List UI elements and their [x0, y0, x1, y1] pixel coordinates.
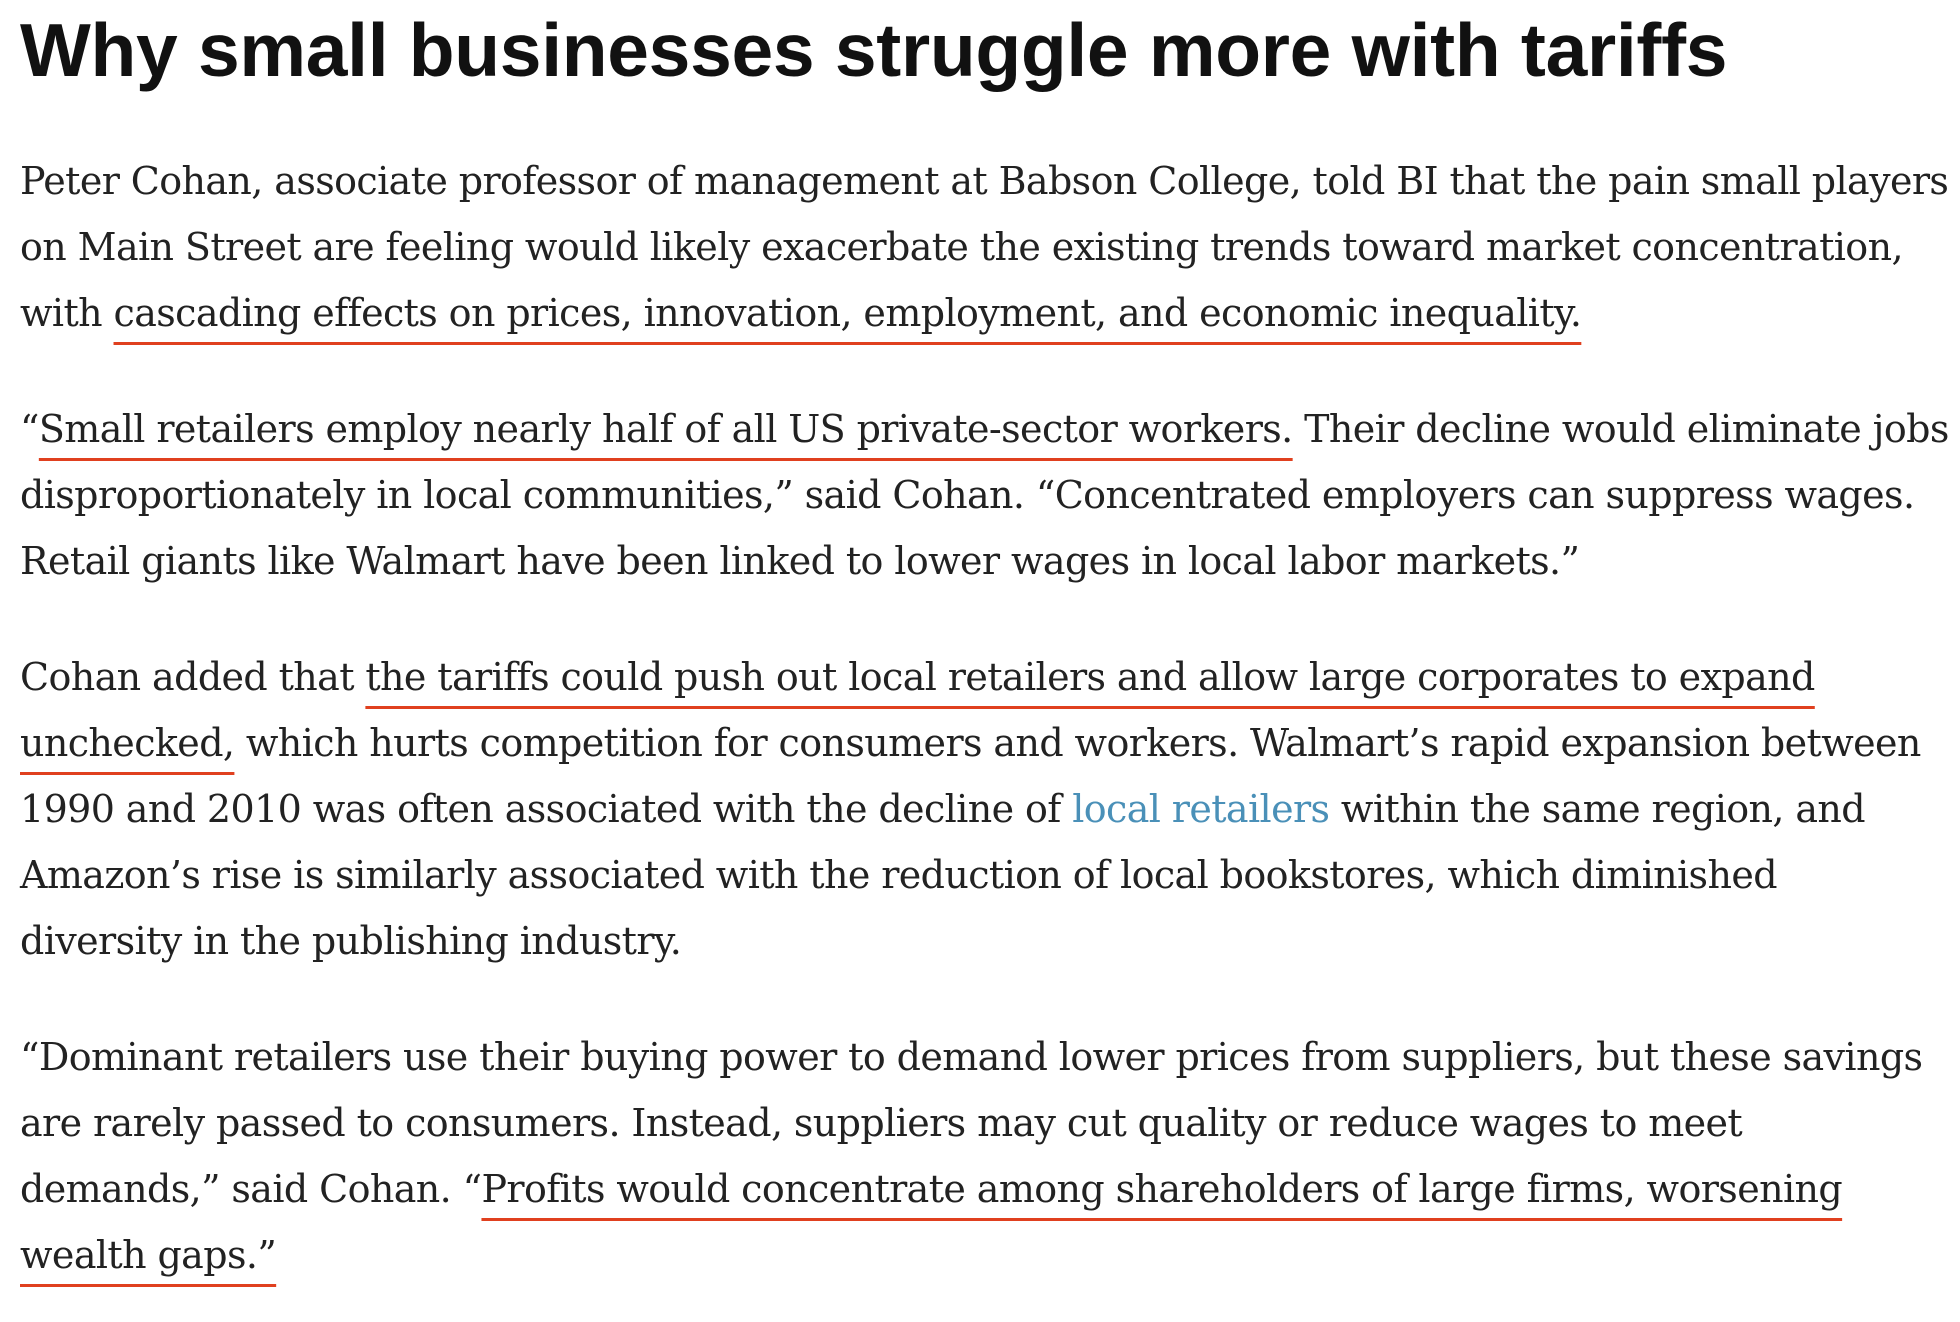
article: Why small businesses struggle more with … [20, 0, 1950, 1288]
paragraph-4-text: “Dominant retailers use their buying pow… [20, 1035, 1923, 1211]
paragraph-1: Peter Cohan, associate professor of mana… [20, 148, 1950, 346]
paragraph-3: Cohan added that the tariffs could push … [20, 644, 1950, 974]
paragraph-4-highlight: Profits would concentrate among sharehol… [20, 1167, 1843, 1277]
paragraph-3-lead: Cohan added that [20, 655, 366, 699]
paragraph-2-open-quote: “ [20, 407, 39, 451]
local-retailers-link[interactable]: local retailers [1072, 787, 1330, 831]
article-title: Why small businesses struggle more with … [20, 8, 1728, 92]
paragraph-2-text: Their decline would eliminate jobs dispr… [20, 407, 1949, 583]
article-body: Peter Cohan, associate professor of mana… [20, 148, 1950, 1288]
paragraph-3-text: which hurts competition for consumers an… [20, 721, 1921, 831]
paragraph-1-highlight: cascading effects on prices, innovation,… [113, 291, 1582, 335]
paragraph-4: “Dominant retailers use their buying pow… [20, 1024, 1950, 1288]
paragraph-2: “Small retailers employ nearly half of a… [20, 396, 1950, 594]
paragraph-3-highlight: the tariffs could push out local retaile… [20, 655, 1815, 765]
paragraph-1-text: Peter Cohan, associate professor of mana… [20, 159, 1949, 335]
paragraph-2-highlight: Small retailers employ nearly half of al… [38, 407, 1293, 451]
paragraph-3-tail: within the same region, and Amazon’s ris… [20, 787, 1866, 963]
